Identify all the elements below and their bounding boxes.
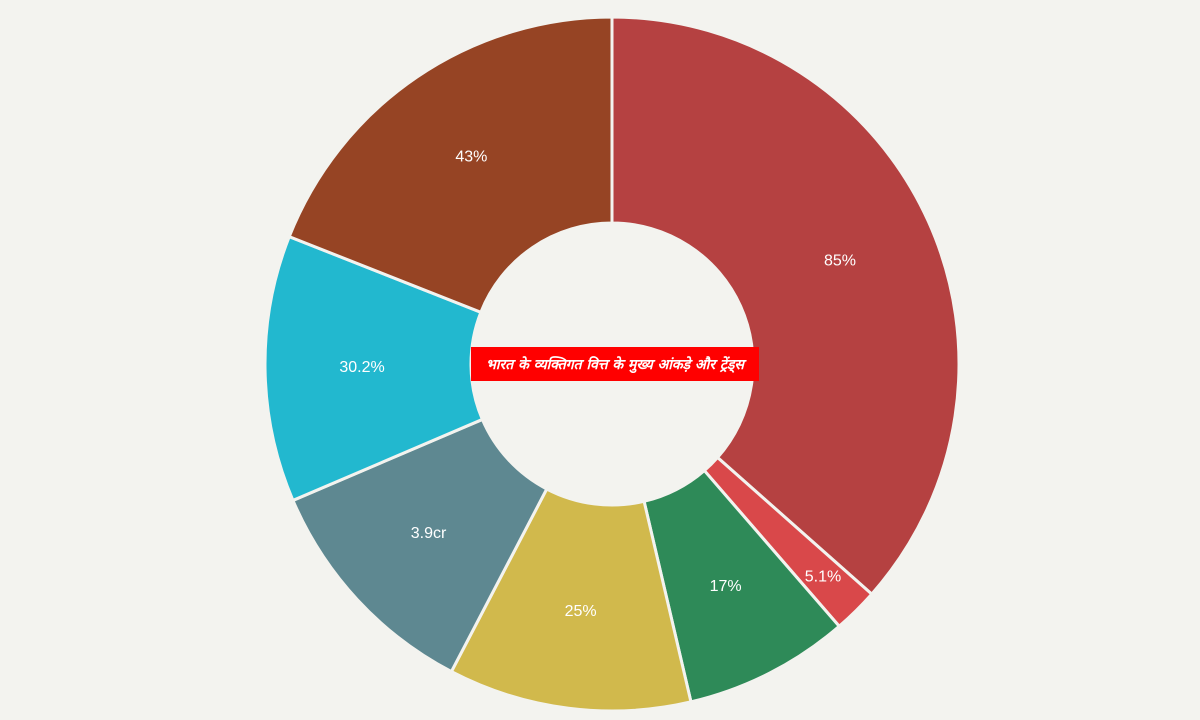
slice-label-2: 17% [710, 578, 742, 595]
slice-3 [449, 486, 693, 713]
slice-label-4: 3.9cr [411, 525, 447, 542]
slice-0 [610, 15, 961, 597]
slice-4 [290, 417, 549, 674]
slice-label-0: 85% [824, 253, 856, 270]
slice-5 [263, 234, 485, 503]
slice-label-3: 25% [565, 603, 597, 620]
slice-label-1: 5.1% [805, 569, 841, 586]
slice-label-6: 43% [455, 149, 487, 166]
slice-6 [287, 15, 614, 315]
slice-label-5: 30.2% [339, 359, 384, 376]
chart-title: भारत के व्यक्तिगत वित्त के मुख्य आंकड़े … [471, 347, 759, 381]
